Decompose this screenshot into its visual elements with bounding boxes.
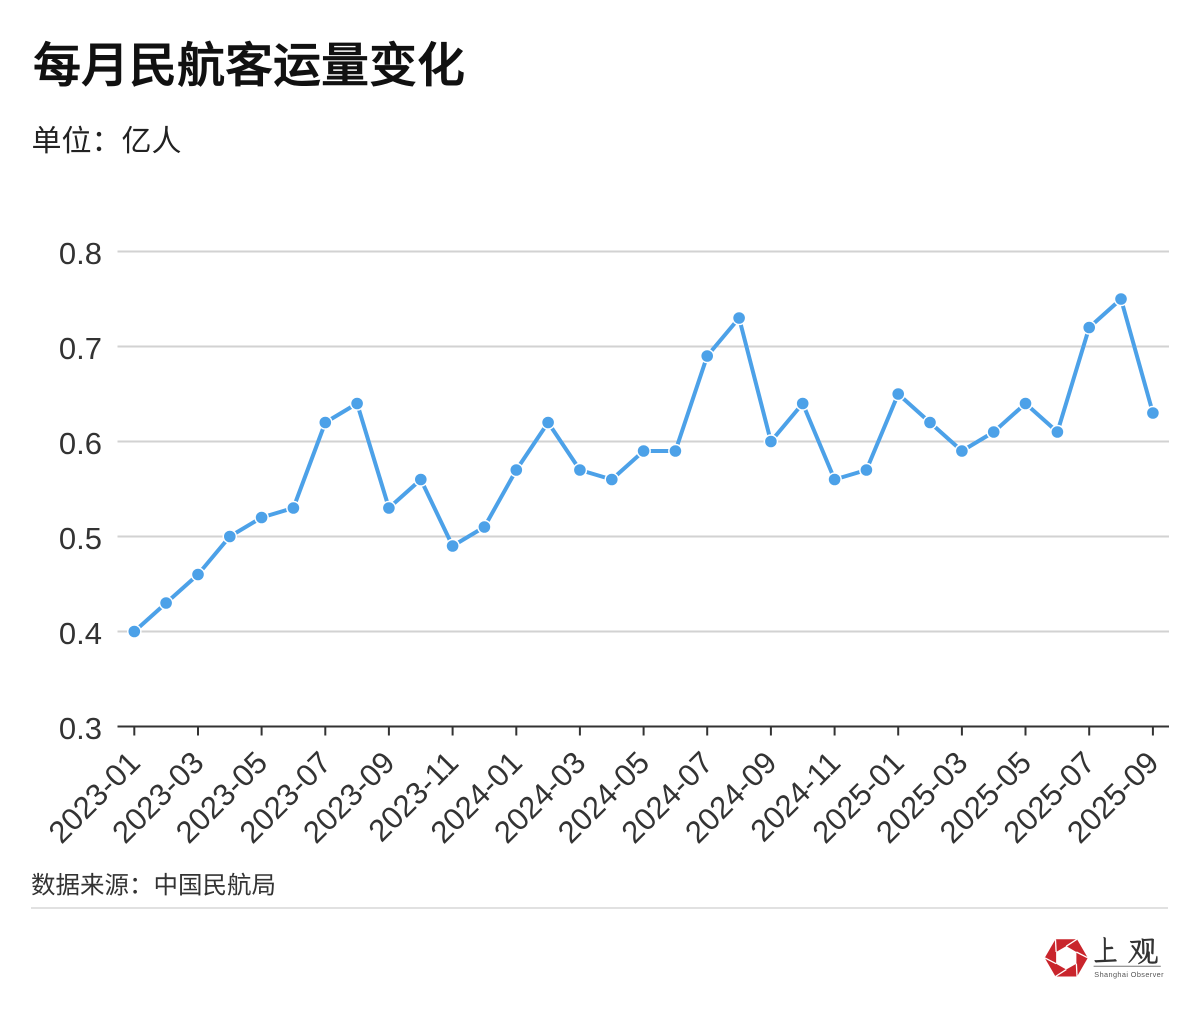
svg-text:0.3: 0.3 [59,711,102,746]
svg-text:0.7: 0.7 [59,331,102,366]
svg-text:0.6: 0.6 [59,426,102,461]
svg-text:0.8: 0.8 [59,236,102,271]
svg-text:Shanghai Observer: Shanghai Observer [1094,970,1164,979]
svg-text:0.5: 0.5 [59,521,102,556]
svg-text:0.4: 0.4 [59,616,102,651]
